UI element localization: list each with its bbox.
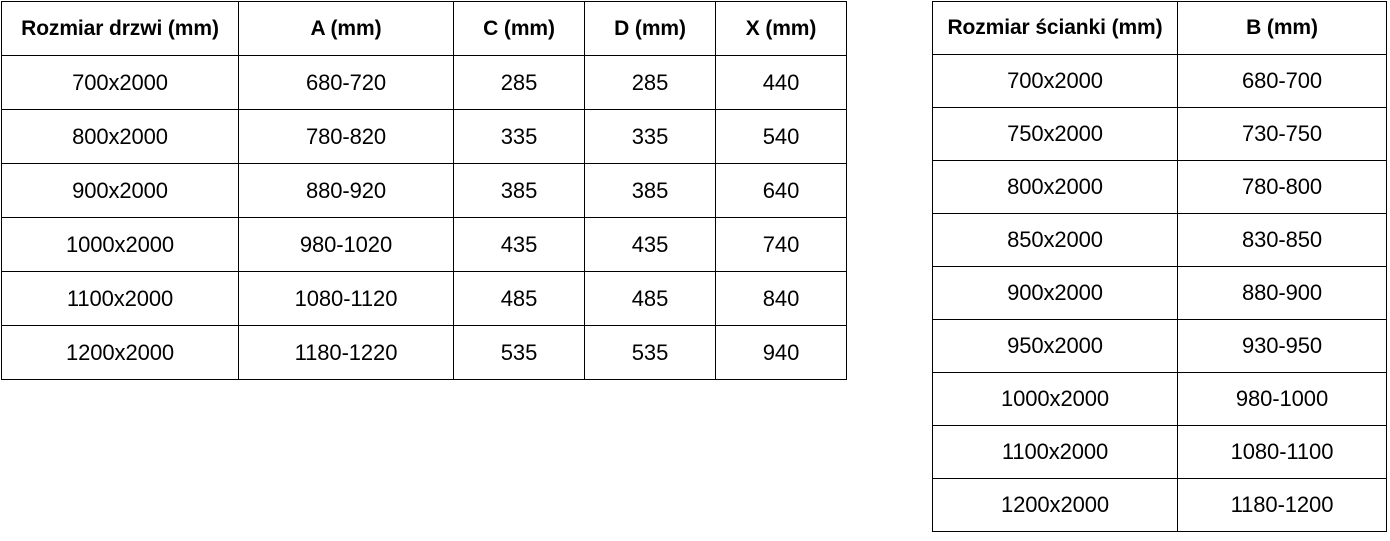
cell-door-size: 1100x2000 <box>1 271 239 326</box>
cell-wall-size: 1100x2000 <box>932 425 1178 479</box>
table-row: 850x2000 830-850 <box>932 213 1387 267</box>
cell-d: 435 <box>584 217 716 272</box>
cell-b: 880-900 <box>1177 266 1387 320</box>
cell-a: 980-1020 <box>238 217 454 272</box>
cell-a: 680-720 <box>238 55 454 110</box>
table-row: 750x2000 730-750 <box>932 107 1387 161</box>
column-header-b: B (mm) <box>1177 1 1387 55</box>
cell-wall-size: 800x2000 <box>932 160 1178 214</box>
table-row: 900x2000 880-900 <box>932 266 1387 320</box>
wall-panel-size-table: Rozmiar ścianki (mm) B (mm) 700x2000 680… <box>932 1 1387 532</box>
cell-door-size: 1200x2000 <box>1 325 239 380</box>
table-row: 950x2000 930-950 <box>932 319 1387 373</box>
cell-c: 385 <box>453 163 585 218</box>
cell-a: 880-920 <box>238 163 454 218</box>
cell-a: 1080-1120 <box>238 271 454 326</box>
table-row: 1200x2000 1180-1200 <box>932 478 1387 532</box>
cell-b: 680-700 <box>1177 54 1387 108</box>
column-header-wall-size: Rozmiar ścianki (mm) <box>932 1 1178 55</box>
cell-b: 830-850 <box>1177 213 1387 267</box>
cell-d: 335 <box>584 109 716 164</box>
cell-c: 335 <box>453 109 585 164</box>
column-header-door-size: Rozmiar drzwi (mm) <box>1 1 239 56</box>
table-row: 1200x2000 1180-1220 535 535 940 <box>1 325 847 380</box>
cell-x: 840 <box>715 271 847 326</box>
cell-b: 730-750 <box>1177 107 1387 161</box>
cell-d: 385 <box>584 163 716 218</box>
cell-x: 440 <box>715 55 847 110</box>
table-row: 800x2000 780-820 335 335 540 <box>1 109 847 164</box>
cell-c: 485 <box>453 271 585 326</box>
table-row: 1100x2000 1080-1100 <box>932 425 1387 479</box>
cell-c: 285 <box>453 55 585 110</box>
cell-door-size: 900x2000 <box>1 163 239 218</box>
cell-a: 780-820 <box>238 109 454 164</box>
cell-b: 1080-1100 <box>1177 425 1387 479</box>
cell-a: 1180-1220 <box>238 325 454 380</box>
cell-x: 740 <box>715 217 847 272</box>
cell-b: 930-950 <box>1177 319 1387 373</box>
cell-b: 980-1000 <box>1177 372 1387 426</box>
cell-door-size: 700x2000 <box>1 55 239 110</box>
door-size-table: Rozmiar drzwi (mm) A (mm) C (mm) D (mm) … <box>1 1 847 380</box>
table-row: 800x2000 780-800 <box>932 160 1387 214</box>
cell-x: 640 <box>715 163 847 218</box>
cell-door-size: 1000x2000 <box>1 217 239 272</box>
table-row: 1100x2000 1080-1120 485 485 840 <box>1 271 847 326</box>
cell-wall-size: 750x2000 <box>932 107 1178 161</box>
column-header-a: A (mm) <box>238 1 454 56</box>
table-row: 1000x2000 980-1000 <box>932 372 1387 426</box>
cell-wall-size: 700x2000 <box>932 54 1178 108</box>
cell-b: 780-800 <box>1177 160 1387 214</box>
cell-c: 435 <box>453 217 585 272</box>
cell-b: 1180-1200 <box>1177 478 1387 532</box>
cell-wall-size: 850x2000 <box>932 213 1178 267</box>
cell-wall-size: 950x2000 <box>932 319 1178 373</box>
column-header-c: C (mm) <box>453 1 585 56</box>
cell-door-size: 800x2000 <box>1 109 239 164</box>
table-row: 700x2000 680-700 <box>932 54 1387 108</box>
cell-x: 940 <box>715 325 847 380</box>
table-row: 1000x2000 980-1020 435 435 740 <box>1 217 847 272</box>
cell-c: 535 <box>453 325 585 380</box>
cell-wall-size: 1000x2000 <box>932 372 1178 426</box>
column-header-d: D (mm) <box>584 1 716 56</box>
cell-d: 285 <box>584 55 716 110</box>
cell-wall-size: 900x2000 <box>932 266 1178 320</box>
cell-d: 535 <box>584 325 716 380</box>
cell-wall-size: 1200x2000 <box>932 478 1178 532</box>
table-header-row: Rozmiar ścianki (mm) B (mm) <box>932 1 1387 55</box>
cell-d: 485 <box>584 271 716 326</box>
table-header-row: Rozmiar drzwi (mm) A (mm) C (mm) D (mm) … <box>1 1 847 56</box>
table-row: 900x2000 880-920 385 385 640 <box>1 163 847 218</box>
column-header-x: X (mm) <box>715 1 847 56</box>
table-row: 700x2000 680-720 285 285 440 <box>1 55 847 110</box>
cell-x: 540 <box>715 109 847 164</box>
